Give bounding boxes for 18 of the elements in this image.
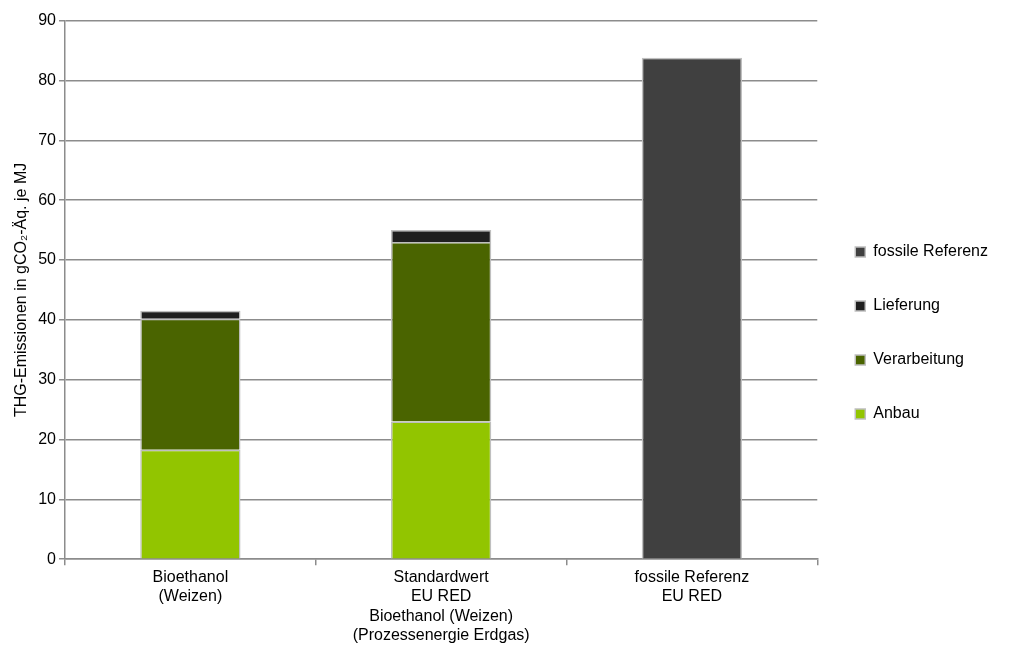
legend-label: Verarbeitung [873,350,965,368]
legend-label: Anbau [873,404,920,422]
y-tick-label: 90 [38,11,57,29]
y-tick-label: 50 [38,250,57,268]
y-tick-label: 20 [38,429,57,447]
x-tick-label: fossile Referenz EU RED [634,568,750,605]
y-tick-label: 30 [38,370,57,388]
y-tick-label: 0 [47,549,57,567]
x-tick-label: Bioethanol (Weizen) [152,568,229,605]
y-tick-label: 70 [38,130,57,148]
y-tick-label: 60 [38,190,57,208]
y-tick-label: 40 [38,310,57,328]
y-tick-label: 10 [38,489,57,507]
legend-label: fossile Referenz [873,242,988,260]
legend-label: Lieferung [873,296,940,314]
y-axis-title: THG-Emissionen in gCO₂-Äq. je MJ [12,162,30,418]
x-tick-label: Standardwert EU RED Bioethanol (Weizen) (Prozessenergie Erdgas) [352,568,530,643]
y-tick-label: 80 [38,70,57,88]
